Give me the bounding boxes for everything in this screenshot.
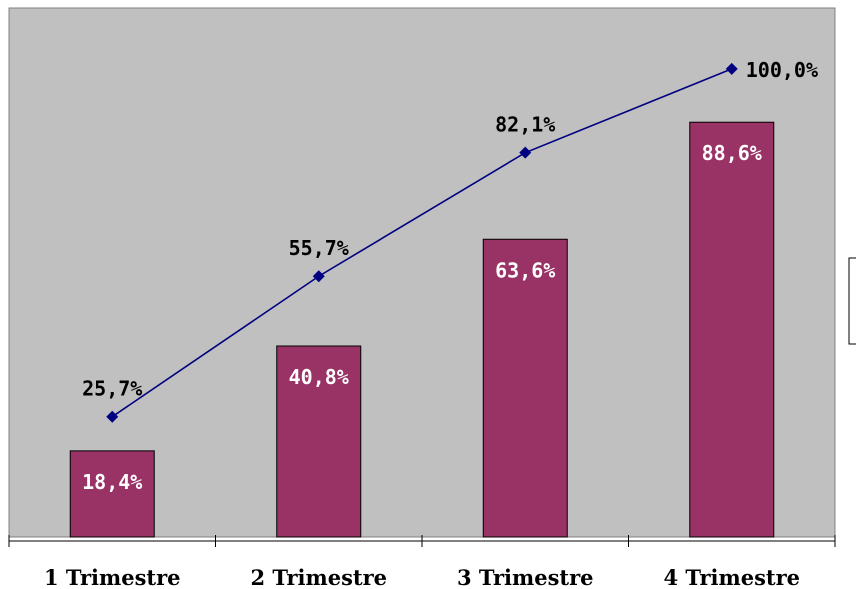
x-axis-tick-labels: 1 Trimestre 2 Trimestre 3 Trimestre 4 Trime… [44,565,800,589]
line-marker-2 [312,270,325,283]
legend-box-partial [848,257,856,345]
cumulative-line [111,68,733,418]
line-label-3: 82,1% [495,113,555,137]
bar-data-labels: 18,4% 40,8% 63,6% 88,6% [82,141,762,494]
line-markers [106,62,738,423]
x-tick-label-2: 2 Trimestre [250,565,387,589]
bar-label-3: 63,6% [495,258,555,282]
bar-1 [69,450,155,538]
line-marker-3 [519,146,532,159]
line-marker-1 [106,410,119,423]
line-label-2: 55,7% [289,236,349,260]
x-tick-label-1: 1 Trimestre [44,565,181,589]
bar-label-1: 18,4% [82,470,142,494]
line-label-4: 100,0% [746,58,818,82]
x-axis-ticks [8,535,836,547]
line-label-1: 25,7% [82,377,142,401]
bar-2 [276,345,362,538]
line-marker-4 [725,62,738,75]
bar-3 [482,238,568,538]
bar-label-2: 40,8% [289,365,349,389]
x-tick-label-4: 4 Trimestre [663,565,800,589]
x-tick-label-3: 3 Trimestre [457,565,594,589]
line-data-labels: 25,7% 55,7% 82,1% 100,0% [82,58,818,401]
bar-label-4: 88,6% [702,141,762,165]
bar-series [69,121,775,538]
bar-4 [689,121,775,538]
